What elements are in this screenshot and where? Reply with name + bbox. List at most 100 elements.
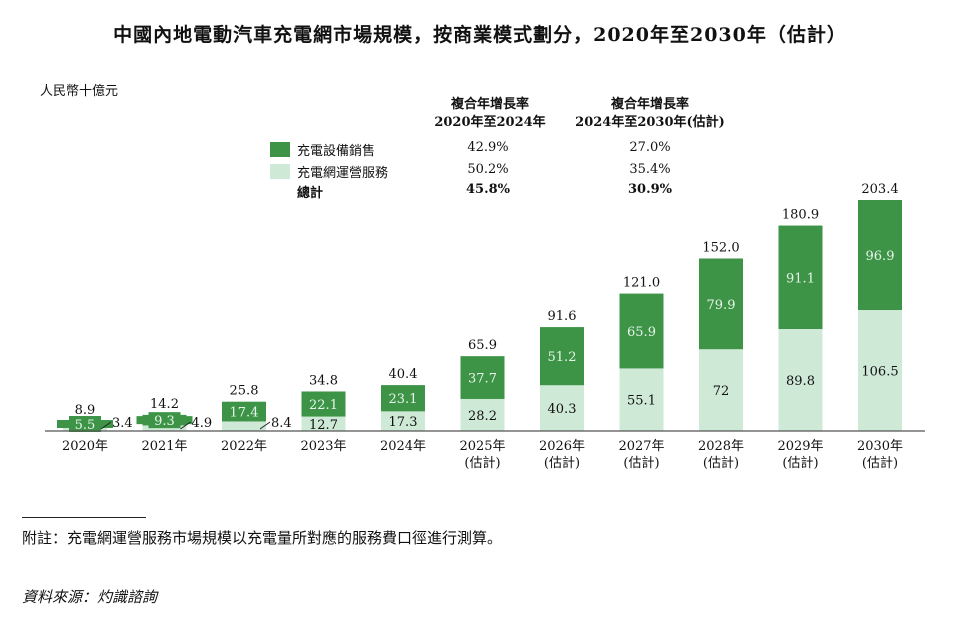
cagr-value: 30.9%	[627, 182, 672, 197]
bar-equipment	[381, 385, 425, 412]
bar-equipment	[858, 200, 902, 311]
label-total: 121.0	[623, 276, 660, 291]
chart-title: 中國內地電動汽車充電網市場規模，按商業模式劃分，2020年至2030年（估計）	[113, 24, 847, 46]
cagr-value: 35.4%	[629, 162, 671, 177]
bar-service	[301, 416, 346, 431]
label-total: 65.9	[468, 338, 497, 353]
header-text: 2020年至2024年	[434, 115, 546, 130]
x-tick-label: 2030年	[857, 439, 903, 454]
label-service: 106.5	[861, 365, 898, 380]
x-tick-label: 2023年	[300, 439, 346, 454]
leader-line	[259, 421, 271, 430]
x-tick-label: 2029年	[777, 439, 823, 454]
bar-equipment	[699, 258, 743, 350]
x-tick-label: 2021年	[141, 439, 187, 454]
bar-equipment	[222, 401, 266, 422]
legend-header-2: 複合年增長率 2024年至2030年(估計)	[550, 96, 750, 132]
label-total: 25.8	[230, 384, 259, 399]
legend-swatch	[270, 142, 290, 157]
label-background	[57, 420, 113, 429]
header-text: 2024年至2030年(估計)	[575, 115, 725, 130]
label-service: 89.8	[786, 374, 815, 389]
label-total: 14.2	[150, 397, 179, 412]
label-total: 203.4	[861, 182, 898, 197]
label-total: 180.9	[782, 208, 819, 223]
legend-label: 充電網運營服務	[297, 166, 389, 181]
legend-row-total: 總計 45.8% 30.9%	[270, 182, 750, 202]
label-service: 28.2	[468, 409, 497, 424]
x-tick-label: 2024年	[380, 439, 426, 454]
label-total: 152.0	[702, 240, 739, 255]
bar-equipment	[460, 356, 505, 399]
footnote: 附註：充電網運營服務市場規模以充電量所對應的服務費口徑進行測算。	[22, 529, 503, 547]
label-equipment: 96.9	[866, 249, 895, 264]
x-tick-label: 2020年	[62, 439, 108, 454]
bar-equipment	[301, 391, 346, 417]
x-tick-label: (估計)	[782, 455, 818, 471]
x-tick-label: (估計)	[544, 455, 580, 471]
legend-header-1: 複合年增長率 2020年至2024年	[390, 96, 590, 132]
x-tick-label: 2025年	[459, 439, 505, 454]
x-tick-label: 2022年	[221, 439, 267, 454]
x-tick-label: (估計)	[862, 455, 898, 471]
label-service: 4.9	[192, 416, 213, 431]
header-text: 複合年增長率	[450, 97, 529, 112]
label-service: 8.4	[271, 416, 292, 431]
bar-service	[540, 385, 584, 431]
cagr-value: 45.8%	[465, 182, 510, 197]
bar-service	[222, 421, 266, 431]
label-total: 34.8	[309, 373, 338, 388]
label-service: 3.4	[112, 416, 133, 431]
legend-row-equipment: 充電設備銷售 42.9% 27.0%	[270, 140, 750, 160]
bar-service	[619, 368, 664, 431]
legend-swatch	[270, 164, 290, 179]
x-tick-label: (估計)	[703, 455, 739, 471]
bar-service	[858, 310, 902, 431]
label-background	[136, 416, 193, 425]
bar-service	[381, 411, 425, 431]
x-tick-label: 2026年	[539, 439, 585, 454]
bar-service	[460, 398, 505, 431]
bar-equipment	[619, 293, 664, 369]
legend-label: 充電設備銷售	[297, 144, 376, 159]
label-equipment: 9.3	[154, 414, 175, 429]
bar-service	[699, 349, 743, 431]
label-total: 8.9	[75, 403, 96, 418]
label-service: 55.1	[627, 394, 656, 409]
y-axis-unit: 人民幣十億元	[40, 84, 119, 99]
label-total: 40.4	[389, 367, 418, 382]
bar-service	[142, 425, 187, 431]
bar-equipment	[778, 225, 823, 330]
stacked-bar-chart: 5.5 3.4 8.9 2020年 9.3 4.9 14.2 2021年 17.4 8.4 25.8…	[45, 182, 925, 471]
legend-label: 總計	[297, 186, 324, 201]
label-equipment: 23.1	[389, 392, 418, 407]
bar-equipment	[540, 327, 584, 386]
label-equipment: 65.9	[627, 325, 656, 340]
header-text: 複合年增長率	[610, 97, 689, 112]
label-service: 12.7	[309, 418, 338, 433]
x-tick-label: (估計)	[464, 455, 500, 471]
label-total: 91.6	[548, 309, 577, 324]
leader-line	[100, 421, 112, 430]
label-service: 72	[713, 384, 730, 399]
label-equipment: 51.2	[548, 350, 577, 365]
x-tick-label: 2028年	[698, 439, 744, 454]
x-tick-label: 2027年	[618, 439, 664, 454]
cagr-value: 42.9%	[467, 140, 509, 155]
label-service: 40.3	[548, 402, 577, 417]
leader-line	[180, 421, 191, 430]
source: 資料來源：灼識諮詢	[22, 588, 158, 606]
cagr-value: 27.0%	[629, 140, 671, 155]
label-equipment: 37.7	[468, 372, 497, 387]
label-equipment: 5.5	[75, 418, 96, 433]
footnote-divider	[22, 517, 146, 518]
label-equipment: 22.1	[309, 398, 338, 413]
label-equipment: 79.9	[707, 298, 736, 313]
label-service: 17.3	[389, 415, 418, 430]
label-equipment: 17.4	[230, 406, 259, 421]
label-equipment: 91.1	[786, 271, 815, 286]
bar-service	[778, 329, 823, 431]
x-tick-label: (估計)	[623, 455, 659, 471]
cagr-value: 50.2%	[467, 162, 509, 177]
legend-row-service: 充電網運營服務 50.2% 35.4%	[270, 162, 750, 182]
